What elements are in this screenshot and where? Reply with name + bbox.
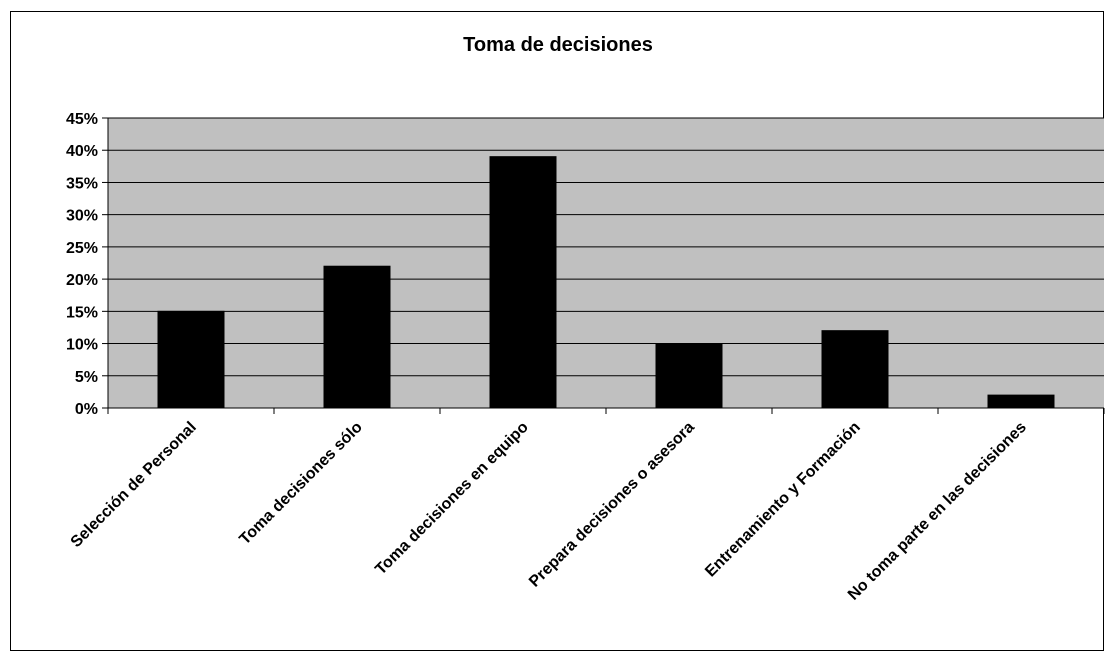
bars <box>157 156 1055 409</box>
x-axis-tick-labels: Selección de Personal Toma decisiones sól… <box>68 419 1030 604</box>
x-tick-label: Entrenamiento y Formación <box>702 419 864 581</box>
x-tick-label: Toma decisiones en equipo <box>372 419 532 579</box>
y-tick-label: 35% <box>66 175 98 192</box>
x-tick-label: Selección de Personal <box>68 419 200 551</box>
bar <box>821 330 889 409</box>
bar <box>987 394 1055 409</box>
y-tick-label: 25% <box>66 240 98 257</box>
y-tick-label: 30% <box>66 208 98 225</box>
gridlines <box>108 117 1104 377</box>
y-tick-label: 45% <box>66 111 98 128</box>
y-tick-label: 40% <box>66 143 98 160</box>
bar <box>157 310 225 409</box>
y-tick-label: 15% <box>66 304 98 321</box>
y-tick-label: 0% <box>75 401 98 418</box>
y-tick-label: 10% <box>66 337 98 354</box>
y-axis-tick-labels: 0% 5% 10% 15% 20% 25% 30% 35% 40% 45% <box>66 111 98 418</box>
y-tick-label: 5% <box>75 369 98 386</box>
plot-area <box>108 118 1104 408</box>
bar <box>655 343 723 409</box>
axes <box>102 117 1105 414</box>
x-tick-label: Prepara decisiones o asesora <box>526 419 698 591</box>
x-tick-label: No toma parte en las decisiones <box>845 419 1030 604</box>
y-tick-label: 20% <box>66 272 98 289</box>
bar <box>323 265 391 409</box>
bar <box>489 156 557 409</box>
chart-title: Toma de decisiones <box>463 34 653 56</box>
x-tick-label: Toma decisiones sólo <box>236 419 366 549</box>
